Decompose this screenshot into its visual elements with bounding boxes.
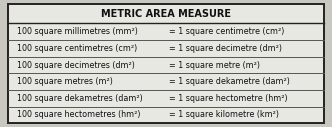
Text: = 1 square kilometre (km²): = 1 square kilometre (km²) <box>169 110 279 119</box>
Text: 100 square hectometres (hm²): 100 square hectometres (hm²) <box>17 110 140 119</box>
Text: = 1 square centimetre (cm²): = 1 square centimetre (cm²) <box>169 27 285 36</box>
Text: = 1 square dekametre (dam²): = 1 square dekametre (dam²) <box>169 77 290 86</box>
Text: 100 square dekametres (dam²): 100 square dekametres (dam²) <box>17 94 142 103</box>
Text: 100 square decimetres (dm²): 100 square decimetres (dm²) <box>17 61 134 70</box>
Text: 100 square millimetres (mm²): 100 square millimetres (mm²) <box>17 27 137 36</box>
Text: = 1 square hectometre (hm²): = 1 square hectometre (hm²) <box>169 94 288 103</box>
Text: = 1 square decimetre (dm²): = 1 square decimetre (dm²) <box>169 44 282 53</box>
Text: 100 square centimetres (cm²): 100 square centimetres (cm²) <box>17 44 137 53</box>
Text: = 1 square metre (m²): = 1 square metre (m²) <box>169 61 260 70</box>
Text: 100 square metres (m²): 100 square metres (m²) <box>17 77 113 86</box>
Text: METRIC AREA MEASURE: METRIC AREA MEASURE <box>101 9 231 19</box>
